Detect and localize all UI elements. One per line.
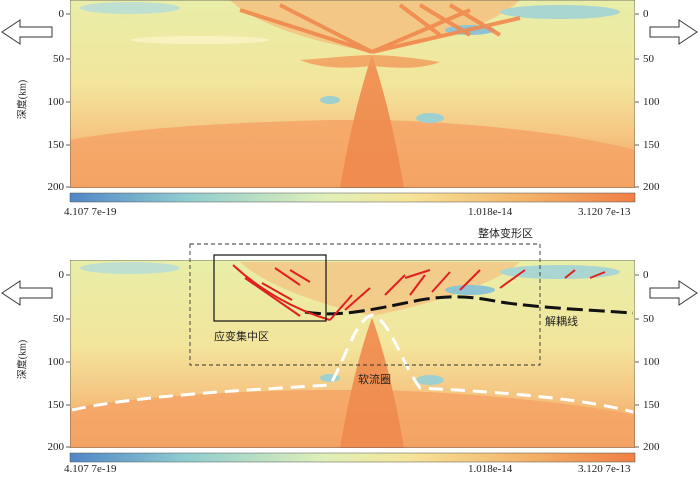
bottom-ytick-100: 100: [47, 356, 65, 368]
top-ytick-100: 100: [47, 96, 65, 108]
bottom-ytick-right-150: 150: [643, 399, 660, 411]
strain-concentration-label: 应变集中区: [214, 331, 269, 343]
top-strain-field: [70, 0, 635, 188]
top-ytick-50: 50: [53, 53, 64, 65]
right-arrow-icon: [649, 19, 698, 306]
whole-deformation-label: 整体变形区: [478, 228, 533, 240]
top-ytick-150: 150: [47, 139, 65, 151]
bottom-colorbar: [69, 452, 636, 463]
top-ytick-0: 0: [58, 8, 65, 20]
bottom-strain-field: [70, 260, 635, 448]
bottom-y-axis-label: 深度(km): [17, 339, 29, 380]
top-y-axis-label: 深度(km): [17, 79, 29, 120]
bottom-colorbar-max: 3.120 7e-13: [578, 463, 631, 475]
fault-lines: [232, 264, 606, 321]
bottom-ytick-150: 150: [47, 399, 65, 411]
bottom-colorbar-mid: 1.018e-14: [468, 463, 513, 475]
bottom-ytick-50: 50: [53, 313, 64, 325]
top-colorbar-max: 3.120 7e-13: [578, 206, 631, 218]
top-ytick-right-50: 50: [643, 53, 654, 65]
bottom-ytick-right-100: 100: [643, 356, 660, 368]
top-ytick-right-0: 0: [643, 8, 649, 20]
top-ytick-right-100: 100: [643, 96, 660, 108]
bottom-colorbar-min: 4.107 7e-19: [64, 463, 117, 475]
whole-deformation-box: [189, 243, 541, 366]
top-colorbar-min: 4.107 7e-19: [64, 206, 117, 218]
asthenosphere-label: 软流圈: [358, 374, 391, 386]
bottom-ytick-right-200: 200: [643, 441, 660, 453]
top-ytick-200: 200: [47, 181, 65, 193]
bottom-ytick-right-50: 50: [643, 313, 654, 325]
top-ytick-right-150: 150: [643, 139, 660, 151]
decoupling-line: [304, 295, 634, 316]
asthenosphere-boundary: [71, 313, 634, 414]
top-ytick-right-200: 200: [643, 181, 660, 193]
top-colorbar-mid: 1.018e-14: [468, 206, 513, 218]
bottom-ytick-0: 0: [58, 269, 65, 281]
strain-concentration-box: [213, 254, 327, 322]
top-colorbar: [69, 192, 636, 203]
decoupling-line-label: 解耦线: [545, 316, 578, 328]
bottom-ytick-200: 200: [47, 441, 65, 453]
left-arrow-icon: [1, 19, 53, 306]
bottom-ytick-right-0: 0: [643, 269, 649, 281]
